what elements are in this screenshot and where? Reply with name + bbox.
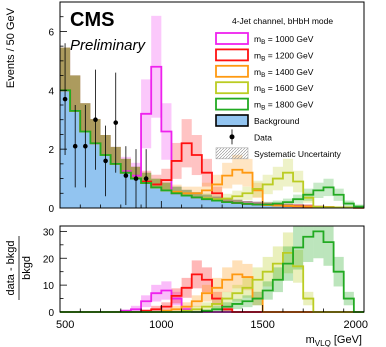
legend-label-sub-m-b-1200-gev: B	[261, 55, 265, 62]
top-x-axis-ticks	[59, 201, 365, 208]
top-ytick-label-0: 0	[48, 204, 54, 215]
legend-swatch-m-b-1400-gev	[215, 64, 249, 78]
bottom-xtick-label-1500: 1500	[250, 319, 274, 331]
legend-label-systematic: Systematic Uncertainty	[254, 149, 342, 159]
preliminary-label: Preliminary	[70, 37, 147, 54]
top-y-axis-ticks: 0 2 4 6	[48, 1, 67, 215]
legend-label-val-m-b-1800-gev: = 1800 GeV	[265, 100, 313, 110]
legend-label-sub-m-b-1600-gev: B	[261, 88, 265, 95]
legend-label-var-m-b-1000-gev: m	[254, 34, 261, 44]
data-point-2	[83, 143, 88, 149]
x-axis-label-unit: [GeV]	[331, 334, 362, 346]
legend-label-background: Background	[254, 116, 300, 126]
top-ytick-label-2: 2	[48, 145, 54, 156]
x-axis-label: mVLQ [GeV]	[306, 334, 362, 347]
channel-label: 4-Jet channel, bHbH mode	[232, 16, 333, 26]
legend-label-m-b-1800-gev: mB = 1800 GeV	[254, 100, 314, 112]
bottom-ytick-label-10: 10	[43, 281, 55, 292]
legend-label-val-m-b-1600-gev: = 1600 GeV	[265, 83, 313, 93]
legend-label-m-b-1400-gev: mB = 1400 GeV	[254, 67, 314, 79]
legend-swatch-data	[229, 134, 235, 140]
cms-label: CMS	[70, 9, 114, 31]
legend-swatch-m-b-1600-gev	[215, 81, 249, 95]
ratio-syst-band-m-b-1800-gev-bin-25	[313, 226, 324, 259]
data-points	[62, 43, 149, 208]
top-ytick-label-6: 6	[48, 27, 54, 38]
legend-label-m-b-1200-gev: mB = 1200 GeV	[254, 50, 314, 62]
bottom-x-axis-ticks: 500 1000 1500 2000	[56, 305, 368, 331]
bottom-panel: 0 10 20 30 500 1000 1500 2000 data - bkgd bkgd…	[5, 225, 368, 347]
top-ytick-label-4: 4	[48, 86, 54, 97]
legend-swatch-m-b-1800-gev	[215, 97, 249, 111]
legend-label-val-m-b-1400-gev: = 1400 GeV	[265, 67, 313, 77]
legend-swatch-m-b-1000-gev	[215, 32, 249, 45]
data-point-0	[62, 96, 68, 102]
data-point-3	[93, 117, 98, 123]
top-y-axis-label: Events / 50 GeV	[5, 7, 17, 88]
legend-label-var-m-b-1400-gev: m	[254, 67, 261, 77]
ratio-syst-band-m-b-1800-gev-bin-26	[323, 226, 334, 266]
bottom-plot-border	[59, 225, 365, 313]
legend-label-var-m-b-1800-gev: m	[254, 100, 261, 110]
legend-label-m-b-1600-gev: mB = 1600 GeV	[254, 83, 314, 95]
legend-swatch-systematic	[215, 147, 249, 160]
data-point-1	[72, 143, 78, 149]
legend-label-sub-m-b-1400-gev: B	[261, 72, 265, 79]
legend-label-val-m-b-1000-gev: = 1000 GeV	[265, 34, 313, 44]
legend-swatch-m-b-1200-gev	[215, 48, 249, 62]
bottom-xtick-label-2000: 2000	[344, 319, 368, 331]
bottom-y-axis-ticks: 0 10 20 30	[43, 227, 67, 319]
legend-label-val-m-b-1200-gev: = 1200 GeV	[265, 50, 313, 60]
data-point-6	[123, 173, 129, 178]
top-panel: 0 2 4 6 Events / 50 GeV CMS Preliminary 4-J…	[5, 1, 365, 215]
legend-label-var-m-b-1200-gev: m	[254, 50, 261, 60]
legend-label-data: Data	[254, 132, 272, 142]
bottom-xtick-label-500: 500	[56, 319, 74, 331]
signal-m-b-1800-gev	[60, 89, 364, 208]
data-point-7	[133, 176, 139, 181]
legend-label-m-b-1000-gev: mB = 1000 GeV	[254, 34, 314, 46]
legend: 4-Jet channel, bHbH mode mB = 1000 GeVmB…	[215, 16, 342, 160]
bottom-xtick-label-1000: 1000	[149, 319, 173, 331]
data-point-4	[103, 158, 108, 164]
legend-label-sub-m-b-1800-gev: B	[261, 105, 265, 112]
bottom-ytick-label-0: 0	[48, 308, 54, 319]
bottom-ytick-label-30: 30	[43, 227, 55, 238]
legend-label-sub-m-b-1000-gev: B	[261, 39, 265, 46]
ratio-y-label-denominator: bkgd	[21, 256, 33, 280]
ratio-syst-band-m-b-1800-gev-bin-24	[303, 226, 314, 263]
x-axis-label-sub: VLQ	[315, 339, 331, 347]
x-axis-label-var: m	[306, 334, 315, 346]
data-point-5	[113, 120, 119, 125]
signal-histograms	[60, 65, 364, 209]
legend-swatch-background	[215, 114, 249, 127]
data-point-8	[143, 176, 149, 181]
ratio-y-label-numerator: data - bkgd	[5, 240, 17, 295]
bottom-ytick-label-20: 20	[43, 254, 55, 265]
legend-label-var-m-b-1600-gev: m	[254, 83, 261, 93]
